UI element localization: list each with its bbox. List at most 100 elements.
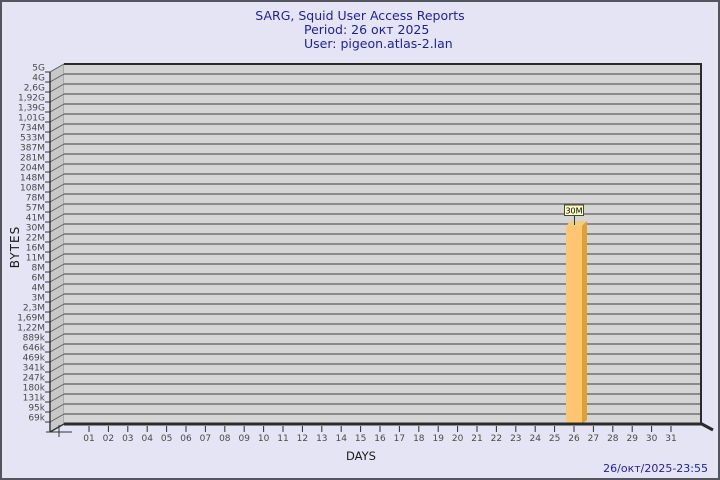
y-axis-title: BYTES bbox=[8, 225, 22, 269]
x-tick-label: 23 bbox=[510, 434, 521, 444]
wall-diagonal bbox=[49, 223, 65, 233]
x-tick-label: 06 bbox=[180, 434, 192, 444]
y-tick-label: 180k bbox=[23, 384, 46, 394]
wall-diagonal bbox=[49, 293, 65, 303]
x-tick-label: 13 bbox=[316, 434, 327, 444]
x-tick-label: 02 bbox=[103, 434, 114, 444]
y-tick-label: 387M bbox=[20, 144, 45, 154]
wall-diagonal bbox=[49, 193, 65, 203]
wall-diagonal bbox=[49, 353, 65, 363]
wall-diagonal bbox=[49, 383, 65, 393]
wall-diagonal bbox=[49, 103, 65, 113]
y-tick-label: 533M bbox=[20, 134, 45, 144]
y-tick-label: 4M bbox=[32, 284, 46, 294]
wall-diagonal bbox=[49, 73, 65, 83]
wall-diagonal bbox=[49, 253, 65, 263]
x-tick-label: 26 bbox=[568, 434, 580, 444]
wall-diagonal bbox=[49, 413, 65, 423]
x-tick-label: 30 bbox=[646, 434, 658, 444]
y-tick-label: 1,92G bbox=[18, 94, 45, 104]
wall-diagonal bbox=[49, 363, 65, 373]
x-tick-label: 07 bbox=[200, 434, 211, 444]
wall-diagonal bbox=[49, 333, 65, 343]
wall-diagonal bbox=[49, 323, 65, 333]
y-tick-label: 69k bbox=[28, 414, 45, 424]
wall-diagonal bbox=[49, 243, 65, 253]
x-tick-label: 17 bbox=[394, 434, 405, 444]
x-tick-label: 12 bbox=[297, 434, 308, 444]
x-tick-label: 05 bbox=[161, 434, 172, 444]
x-tick-label: 04 bbox=[141, 434, 153, 444]
wall-diagonal bbox=[49, 93, 65, 103]
bar-front-face bbox=[566, 226, 582, 424]
y-tick-label: 41M bbox=[26, 214, 45, 224]
wall-diagonal bbox=[49, 183, 65, 193]
x-tick-label: 29 bbox=[626, 434, 638, 444]
y-tick-label: 734M bbox=[20, 124, 45, 134]
bottom-right-3d-edge bbox=[699, 421, 714, 432]
x-tick-label: 27 bbox=[588, 434, 599, 444]
x-tick-label: 28 bbox=[607, 434, 619, 444]
x-tick-label: 21 bbox=[471, 434, 482, 444]
chart-period: Period: 26 окт 2025 bbox=[304, 22, 430, 37]
y-tick-label: 22M bbox=[26, 234, 45, 244]
y-tick-label: 108M bbox=[20, 184, 45, 194]
y-tick-label: 30M bbox=[26, 224, 45, 234]
y-tick-label: 78M bbox=[26, 194, 45, 204]
wall-diagonal bbox=[49, 393, 65, 403]
x-tick-label: 11 bbox=[277, 434, 288, 444]
wall-diagonal bbox=[49, 213, 65, 223]
generated-timestamp: 26/окт/2025-23:55 bbox=[603, 462, 708, 475]
wall-diagonal bbox=[49, 273, 65, 283]
x-tick-label: 14 bbox=[335, 434, 347, 444]
y-tick-label: 16M bbox=[26, 244, 45, 254]
bar-value-label: 30M bbox=[565, 207, 582, 216]
chart-title: SARG, Squid User Access Reports bbox=[255, 8, 465, 23]
wall-diagonal bbox=[49, 143, 65, 153]
wall-diagonal bbox=[49, 153, 65, 163]
y-tick-label: 95k bbox=[28, 404, 45, 414]
wall-bottom-edge bbox=[49, 423, 65, 433]
wall-diagonal bbox=[49, 173, 65, 183]
wall-diagonal bbox=[49, 163, 65, 173]
y-tick-label: 646k bbox=[23, 344, 46, 354]
x-axis-title: DAYS bbox=[346, 449, 376, 463]
y-tick-label: 889k bbox=[23, 334, 46, 344]
x-tick-label: 09 bbox=[238, 434, 250, 444]
wall-diagonal bbox=[49, 343, 65, 353]
wall-diagonal bbox=[49, 63, 65, 73]
x-tick-label: 25 bbox=[549, 434, 560, 444]
y-tick-label: 5G bbox=[32, 64, 45, 74]
bar-value-label-box bbox=[564, 204, 584, 216]
y-tick-label: 6M bbox=[32, 274, 46, 284]
x-tick-label: 03 bbox=[122, 434, 133, 444]
bar-side-face bbox=[582, 221, 587, 424]
wall-diagonal bbox=[49, 203, 65, 213]
x-tick-label: 22 bbox=[491, 434, 502, 444]
y-tick-label: 1,69M bbox=[17, 314, 45, 324]
x-tick-label: 20 bbox=[452, 434, 464, 444]
x-tick-label: 31 bbox=[665, 434, 676, 444]
bar-top-face bbox=[566, 221, 587, 226]
x-tick-label: 10 bbox=[258, 434, 270, 444]
y-tick-label: 281M bbox=[20, 154, 45, 164]
y-tick-label: 8M bbox=[32, 264, 46, 274]
y-tick-label: 469k bbox=[23, 354, 46, 364]
y-tick-label: 1,01G bbox=[18, 114, 45, 124]
y-tick-label: 11M bbox=[26, 254, 45, 264]
wall-diagonal bbox=[49, 313, 65, 323]
y-tick-label: 341k bbox=[23, 364, 46, 374]
wall-diagonal bbox=[49, 113, 65, 123]
x-tick-label: 18 bbox=[413, 434, 425, 444]
wall-diagonal bbox=[49, 303, 65, 313]
chart-user: User: pigeon.atlas-2.lan bbox=[304, 36, 453, 51]
wall-diagonal bbox=[49, 133, 65, 143]
y-tick-label: 2,3M bbox=[23, 304, 45, 314]
wall-diagonal bbox=[49, 233, 65, 243]
y-tick-label: 148M bbox=[20, 174, 45, 184]
x-tick-label: 15 bbox=[355, 434, 366, 444]
y-tick-label: 131k bbox=[23, 394, 46, 404]
y-tick-label: 204M bbox=[20, 164, 45, 174]
